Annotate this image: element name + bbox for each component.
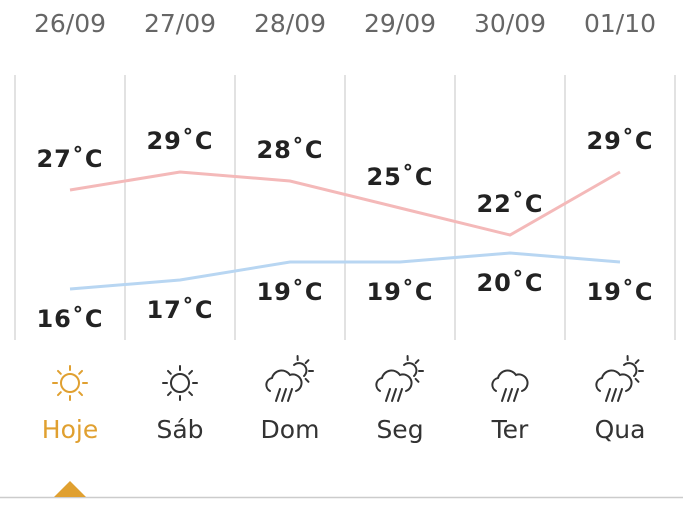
weather-icon	[595, 355, 644, 402]
rain-drop	[397, 388, 403, 402]
date-label: 26/09	[34, 9, 106, 38]
weather-icon	[491, 369, 529, 402]
temperature-label: 29˚C	[586, 127, 653, 155]
temperature-label: 19˚C	[366, 278, 433, 306]
date-label: 01/10	[584, 9, 656, 38]
temperature-label: 20˚C	[476, 269, 543, 297]
sun-ray	[634, 377, 640, 383]
cloud	[491, 369, 529, 392]
sun-ray	[414, 359, 420, 365]
cloud	[265, 369, 303, 392]
temperature-line	[69, 170, 621, 237]
rain-drop	[507, 388, 513, 402]
sun-ray	[78, 391, 84, 397]
temperature-label: 19˚C	[586, 278, 653, 306]
temperature-label: 28˚C	[256, 136, 323, 164]
temperature-label: 16˚C	[36, 305, 103, 333]
weather-icon	[52, 365, 88, 401]
rain-drop	[385, 388, 391, 402]
sun-ray	[56, 391, 62, 397]
sun-ray	[166, 391, 172, 397]
weather-icon	[375, 355, 424, 402]
day-label: Sáb	[156, 415, 203, 444]
sun-ray	[188, 391, 194, 397]
rain-drop	[611, 388, 617, 402]
sun-ray	[414, 377, 420, 383]
sun-part	[623, 362, 638, 377]
rain-drop	[287, 388, 293, 402]
sun-ray	[634, 359, 640, 365]
rain-drop	[605, 388, 611, 402]
temperature-label: 22˚C	[476, 190, 543, 218]
day-label: Dom	[261, 415, 320, 444]
temperature-label: 29˚C	[146, 127, 213, 155]
cloud	[595, 369, 633, 392]
rain-drop	[513, 388, 519, 402]
weather-icon	[265, 355, 314, 402]
sun-ray	[304, 359, 310, 365]
date-label: 27/09	[144, 9, 216, 38]
temperature-label: 19˚C	[256, 278, 323, 306]
day-label: Seg	[376, 415, 423, 444]
sun-ray	[304, 377, 310, 383]
sun-ray	[78, 369, 84, 375]
weather-icon	[162, 365, 198, 401]
rain-drop	[391, 388, 397, 402]
sun	[170, 373, 190, 393]
rain-drop	[617, 388, 623, 402]
day-label: Ter	[491, 415, 529, 444]
rain-drop	[281, 388, 287, 402]
temperature-line	[69, 251, 621, 291]
sun-ray	[188, 369, 194, 375]
day-label: Hoje	[42, 415, 98, 444]
date-label: 28/09	[254, 9, 326, 38]
sun-ray	[166, 369, 172, 375]
date-label: 29/09	[364, 9, 436, 38]
sun-part	[403, 362, 418, 377]
selected-marker	[54, 481, 86, 497]
temperature-label: 27˚C	[36, 145, 103, 173]
day-label: Qua	[595, 415, 646, 444]
cloud	[375, 369, 413, 392]
temperature-label: 25˚C	[366, 163, 433, 191]
sun-ray	[56, 369, 62, 375]
date-label: 30/09	[474, 9, 546, 38]
rain-drop	[501, 388, 507, 402]
sun	[60, 373, 80, 393]
temperature-label: 17˚C	[146, 296, 213, 324]
sun-part	[293, 362, 308, 377]
rain-drop	[275, 388, 281, 402]
